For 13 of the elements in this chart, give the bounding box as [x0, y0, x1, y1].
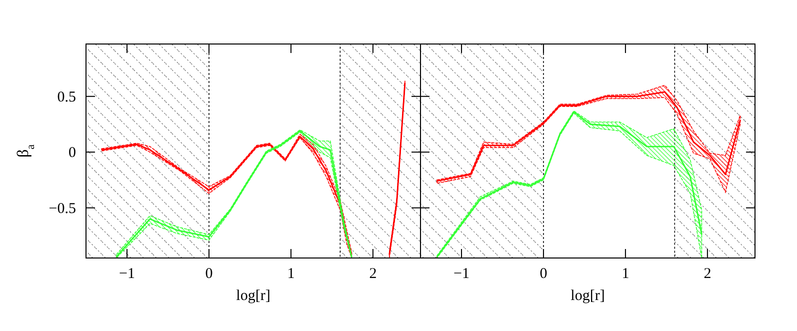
- x-tick-label: 0: [205, 266, 213, 282]
- x-tick-label: −1: [119, 266, 135, 282]
- x-tick-label: −1: [454, 266, 470, 282]
- x-tick-label: 1: [622, 266, 630, 282]
- y-tick-label: 0: [68, 145, 76, 162]
- x-tick-label: 2: [369, 266, 377, 282]
- x-tick-label: 1: [287, 266, 295, 282]
- x-tick-label: 0: [540, 266, 548, 282]
- x-tick-label: 2: [704, 266, 712, 282]
- y-tick-label: 0.5: [57, 89, 76, 106]
- x-axis-title: log[r]: [236, 288, 270, 304]
- x-axis-title: log[r]: [570, 288, 605, 304]
- y-tick-label: −0.5: [48, 200, 76, 217]
